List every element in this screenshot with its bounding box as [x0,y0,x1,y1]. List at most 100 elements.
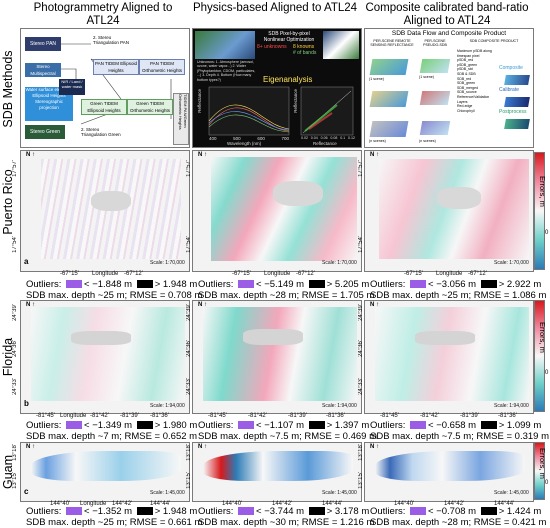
north-arrow: N ↑ [26,302,35,308]
stats-pr-physics: Outliers: < −5.149 m > 5.205 m SDB max. … [198,279,374,301]
map-fl-photogrammetry [20,300,190,414]
postprocess-stack [504,119,530,129]
colorbar-label: Errors, m [538,322,547,353]
spectra-xtick: 500 [233,136,241,141]
error-texture [379,159,529,259]
outliers-label: Outliers: [370,506,406,517]
lat-tick: 24°36' [12,340,18,357]
header-composite-product: SDB COMPOSITE PRODUCT [469,39,519,43]
spectral-plot [208,86,354,136]
spectrum-line-3 [208,104,290,130]
stack-label: (1 scene) [419,75,434,79]
lon-tick: -81°36' [498,413,517,419]
box-nir-land-water-mask: NIR / Land / water mask [59,79,85,95]
outlier-high-swatch [308,507,325,516]
summary: SDB max. depth ~28 m; RMSE = 0.421 m [370,517,547,528]
lat-tick: 13°18' [358,444,364,461]
map-scale: Scale: 1:94,000 [150,403,185,409]
lat-tick: 17°54' [12,236,18,253]
lon-tick: -67°12' [468,271,487,277]
pseudo-sdb-stack-2 [419,91,451,105]
scatter-xtick: 0.12 [347,136,355,140]
summary: SDB max. depth ~7.5 m; RMSE = 0.319 m [370,431,549,442]
outliers-label: Outliers: [370,279,406,290]
outliers-label: Outliers: [26,279,62,290]
scatter-cluster-red [308,112,333,130]
scatter-cluster-green [304,104,338,132]
lon-tick: 144°44' [494,501,515,507]
map-guam-photogrammetry [20,442,190,502]
land-patch [71,331,131,345]
land-patch [91,191,131,211]
outlier-high-swatch [308,421,325,430]
map-scale: Scale: 1:45,000 [322,490,357,496]
scatter-xtick: 0.02 [301,136,308,140]
product-item: SDB_merged [457,85,479,90]
outlier-high-swatch [136,280,153,289]
outliers-label: Outliers: [198,506,234,517]
map-fl-physics [192,300,362,414]
map-scale: Scale: 1:45,000 [494,490,529,496]
scatter-xtick: 0.1 [340,136,346,140]
north-arrow: N ↑ [26,444,35,450]
product-item: pSDB_red [457,58,474,63]
outlier-high-swatch [136,507,153,516]
scene-stack-2 [369,91,409,107]
lat-tick: 17°54' [186,236,192,253]
north-arrow: N ↑ [26,152,35,158]
error-texture [211,157,357,261]
panel-letter: a [24,257,29,266]
spectra-xtick: 400 [209,136,217,141]
lon-axis-label: Longitude [80,501,107,507]
unknowns-list: Unknowns: 1. Atmosphere (aerosol, ozone,… [197,60,256,82]
scene-stack-1 [369,59,409,75]
product-item: SDB_source [457,90,477,95]
lat-tick: 24°39' [186,304,192,321]
error-texture [203,451,353,481]
stats-guam-photogrammetry: Outliers: < −1.352 m > 1.948 m SDB max. … [26,506,202,528]
box-tidem-pan-green: TIDEM PAN/Green Orthometric Heights [173,93,189,145]
panel-letter: c [24,487,29,496]
land-patch [273,181,323,206]
outlier-low: < −0.708 m [428,506,477,517]
outliers-label: Outliers: [198,420,234,431]
lon-tick: -67°12' [296,271,315,277]
box-green-tidem-ellipsoid: Green TIDEM Ellipsoid Heights [81,99,127,115]
lat-tick: 13°15' [12,472,18,489]
scene-stack-3 [369,121,409,137]
colorbar-tick: 0 [545,480,549,486]
lat-tick: 13°15' [358,472,364,489]
outlier-high: > 1.424 m [498,506,542,517]
photogrammetry-workflow-diagram: Stereo PAN Stereo Multispectral Water su… [20,28,190,148]
lon-axis-label: Longitude [60,413,87,419]
row-label-sdb-methods: SDB Methods [1,50,15,128]
colorbar-tick: 0 [545,230,549,236]
stats-fl-physics: Outliers: < −1.107 m > 1.397 m SDB max. … [198,420,377,442]
lon-tick: -81°36' [150,413,169,419]
outlier-low: < −0.658 m [428,420,477,431]
lat-tick: 24°33' [12,378,18,395]
north-arrow: N ↑ [370,444,379,450]
scatter-xticks: 0.02 0.04 0.06 0.08 0.1 0.12 [301,136,355,140]
outlier-high: > 5.205 m [326,279,370,290]
map-guam-composite [364,442,534,502]
product-item: Chlorophyll [457,108,475,113]
stats-guam-composite: Outliers: < −0.708 m > 1.424 m SDB max. … [370,506,546,528]
column-title-physics: Physics-based Aligned to ATL24 [192,2,358,14]
outlier-high: > 1.948 m [154,279,198,290]
outlier-high: > 3.178 m [326,506,370,517]
lon-tick: -67°15' [60,271,79,277]
spectrum-line-2 [208,111,290,131]
colorbar-label: Errors, m [538,176,547,207]
product-item: pSDB_std [457,67,473,72]
scatter-xlabel: Reflectance [313,141,337,146]
lon-tick: 144°42' [272,501,293,507]
outlier-high-swatch [480,421,497,430]
north-arrow: N ↑ [198,444,207,450]
lat-tick: 13°18' [12,444,18,461]
error-texture [31,451,181,481]
lon-tick: -81°45' [208,413,227,419]
outlier-low: < −1.352 m [84,506,133,517]
north-arrow: N ↑ [198,302,207,308]
spectrum-line-1 [208,107,290,132]
